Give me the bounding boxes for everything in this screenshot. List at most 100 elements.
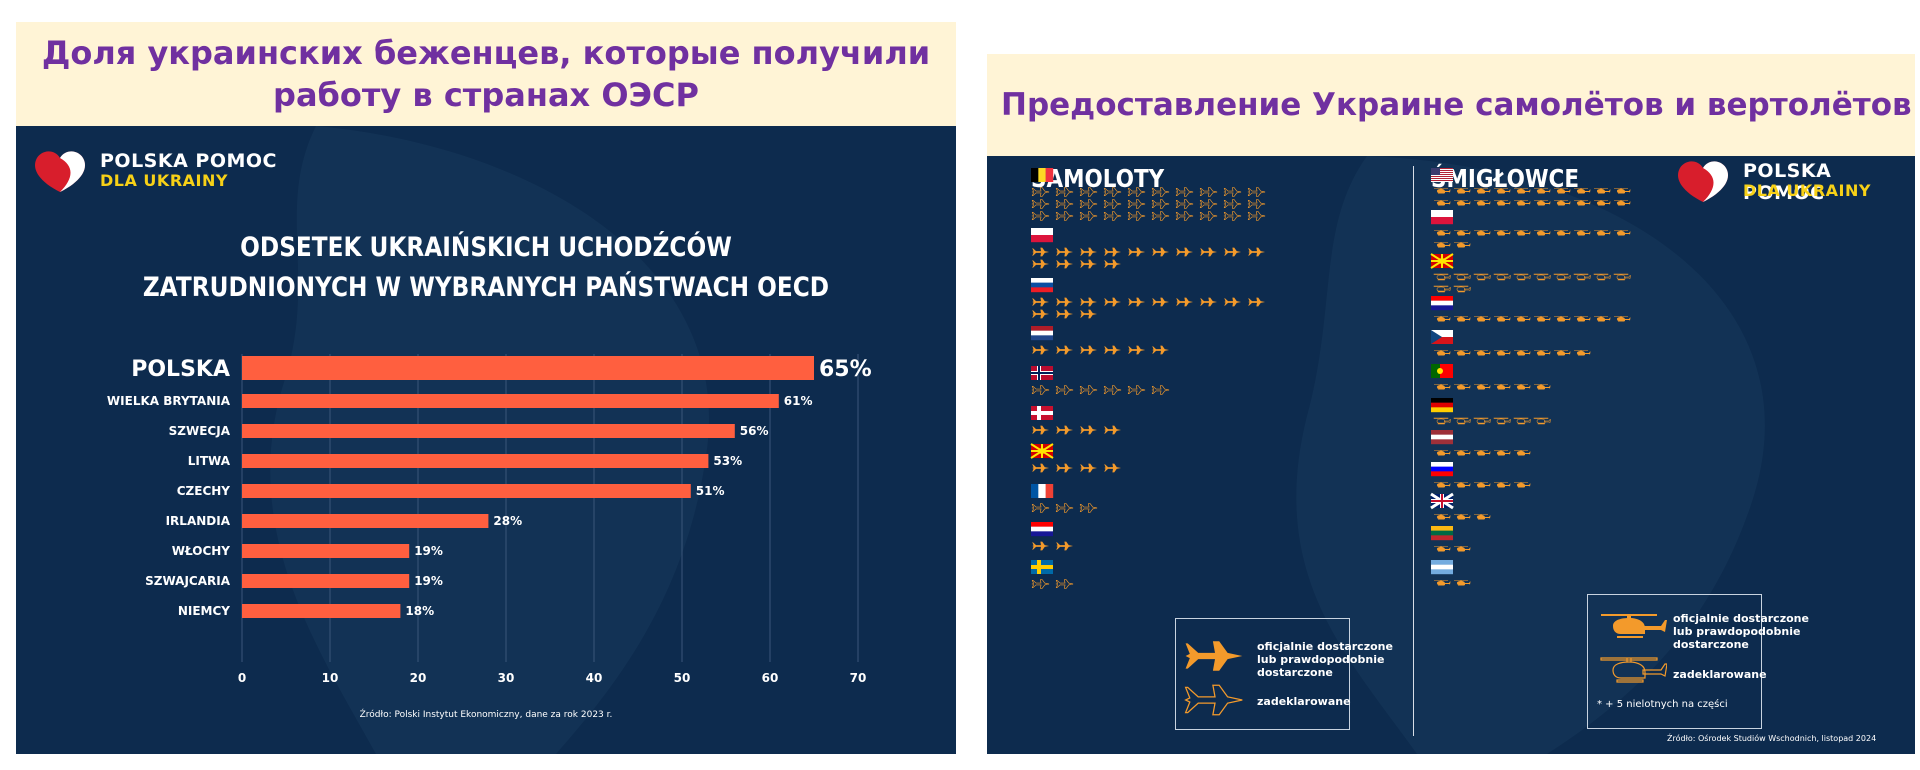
flag-latvia: [1431, 430, 1453, 445]
helicopter-official-icon: [1454, 316, 1471, 322]
plane-official-icon: [1080, 463, 1098, 473]
aircraft-icons: [1030, 168, 1631, 589]
plane-official-icon: [1080, 259, 1098, 269]
helicopter-official-icon: [1454, 580, 1471, 586]
plane-declared-icon: [1199, 199, 1218, 209]
helicopter-declared-icon: [1553, 273, 1571, 281]
flag-north-macedonia: [1030, 443, 1054, 459]
flag-czech-republic: [1431, 330, 1453, 344]
helicopter-official-icon: [1454, 350, 1471, 356]
x-tick-label: 20: [410, 671, 427, 685]
helicopter-official-icon: [1594, 230, 1611, 236]
plane-declared-icon: [1055, 385, 1074, 395]
helicopter-official-icon: [1554, 188, 1571, 194]
plane-official-icon: [1056, 247, 1074, 257]
value-label: 51%: [696, 484, 725, 498]
helicopter-official-icon: [1494, 384, 1511, 390]
legend-helis-icons: [1600, 614, 1667, 683]
plane-official-icon: [1128, 345, 1146, 355]
plane-declared-icon: [1079, 211, 1098, 221]
plane-declared-icon: [1223, 187, 1242, 197]
plane-official-icon: [1104, 259, 1122, 269]
plane-declared-icon: [1079, 385, 1098, 395]
plane-official-icon: [1032, 541, 1050, 551]
helicopter-official-icon: [1474, 230, 1491, 236]
plane-declared-icon: [1127, 187, 1146, 197]
logo-line2: DLA UKRAINY: [100, 171, 228, 190]
plane-declared-icon: [1223, 211, 1242, 221]
plane-official-icon: [1104, 425, 1122, 435]
plane-official-icon: [1056, 345, 1074, 355]
plane-official-icon: [1104, 247, 1122, 257]
helicopter-official-icon: [1454, 546, 1471, 552]
value-label: 61%: [784, 394, 813, 408]
plane-declared-icon: [1247, 187, 1266, 197]
polska-pomoc-logo-icon-right: [1678, 161, 1728, 202]
helicopter-declared-icon: [1533, 273, 1551, 281]
chart-title-line1: ODSETEK UKRAIŃSKICH UCHODŹCÓW: [240, 232, 732, 263]
helicopter-declared-icon: [1513, 417, 1531, 425]
value-label: 53%: [713, 454, 742, 468]
helicopter-official-icon: [1434, 230, 1451, 236]
helicopter-official-icon: [1454, 514, 1471, 520]
plane-official-icon: [1056, 541, 1074, 551]
plane-declared-icon: [1079, 199, 1098, 209]
left-watermark: [270, 126, 709, 754]
flag-united-states: [1431, 168, 1453, 182]
plane-official-icon: [1104, 297, 1122, 307]
legend-helis-note: * + 5 nielotnych na części: [1597, 699, 1728, 710]
plane-official-icon: [1224, 247, 1242, 257]
plane-official-icon: [1224, 297, 1242, 307]
plane-declared-icon: [1199, 211, 1218, 221]
category-label: LITWA: [188, 454, 231, 468]
helicopter-official-icon: [1434, 384, 1451, 390]
helicopter-official-icon: [1474, 450, 1491, 456]
helicopter-official-icon: [1514, 316, 1531, 322]
plane-declared-icon: [1127, 385, 1146, 395]
plane-declared-icon: [1103, 199, 1122, 209]
helicopter-official-icon: [1534, 316, 1551, 322]
helicopter-official-icon: [1514, 230, 1531, 236]
planes-heading: SAMOLOTY: [1031, 164, 1165, 193]
plane-official-icon: [1200, 297, 1218, 307]
plane-declared-icon: [1103, 211, 1122, 221]
legend-planes-official-text: oficjalnie dostarczone lub prawdopodobni…: [1257, 640, 1393, 679]
value-label: 56%: [740, 424, 769, 438]
flag-lithuania: [1431, 526, 1453, 541]
helicopter-official-icon: [1434, 188, 1451, 194]
helicopter-official-icon: [1454, 450, 1471, 456]
helicopter-official-icon: [1454, 384, 1471, 390]
helicopter-official-icon: [1614, 230, 1631, 236]
plane-declared-icon: [1175, 199, 1194, 209]
helicopter-official-icon: [1434, 316, 1451, 322]
plane-declared-icon: [1079, 503, 1098, 513]
helicopter-official-icon: [1434, 450, 1451, 456]
plane-official-icon: [1056, 297, 1074, 307]
bar: [242, 484, 691, 498]
helicopter-official-icon: [1494, 230, 1511, 236]
plane-official-icon: [1248, 247, 1266, 257]
category-label: NIEMCY: [178, 604, 230, 618]
flag-sweden: [1031, 560, 1053, 574]
helicopter-declared-icon: [1573, 273, 1591, 281]
helicopter-official-icon: [1554, 350, 1571, 356]
helicopter-official-icon: [1494, 482, 1511, 488]
helicopter-official-icon: [1434, 242, 1451, 248]
helicopter-declared-icon: [1493, 417, 1511, 425]
legend-helis-official-text: oficjalnie dostarczone lub prawdopodobni…: [1673, 612, 1809, 651]
helicopter-official-icon: [1514, 450, 1531, 456]
plane-official-icon: [1080, 297, 1098, 307]
helicopter-official-icon: [1574, 230, 1591, 236]
flag-slovakia: [1031, 278, 1053, 293]
helicopter-official-icon: [1434, 580, 1451, 586]
flag-france: [1031, 484, 1054, 498]
chart-title-line2: ZATRUDNIONYCH W WYBRANYCH PAŃSTWACH OECD: [142, 272, 830, 303]
legend-planes-declared-text: zadeklarowane: [1257, 695, 1351, 708]
x-tick-label: 40: [586, 671, 603, 685]
helicopter-official-icon: [1474, 316, 1491, 322]
helicopter-official-icon: [1494, 188, 1511, 194]
helicopter-official-icon: [1454, 200, 1471, 206]
flag-croatia: [1031, 522, 1053, 537]
plane-official-icon: [1032, 247, 1050, 257]
plane-declared-icon: [1031, 211, 1050, 221]
